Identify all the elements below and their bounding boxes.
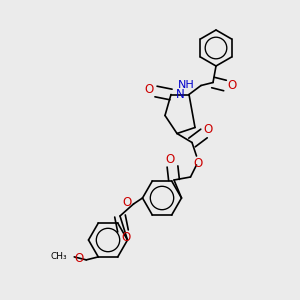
Text: O: O <box>227 79 236 92</box>
Text: N: N <box>176 88 184 101</box>
Text: O: O <box>166 153 175 167</box>
Text: O: O <box>74 252 83 265</box>
Text: O: O <box>194 157 202 170</box>
Text: O: O <box>204 122 213 136</box>
Text: NH: NH <box>178 80 194 91</box>
Text: O: O <box>122 231 130 244</box>
Text: O: O <box>122 196 131 209</box>
Text: CH₃: CH₃ <box>50 252 67 261</box>
Text: O: O <box>145 82 154 96</box>
